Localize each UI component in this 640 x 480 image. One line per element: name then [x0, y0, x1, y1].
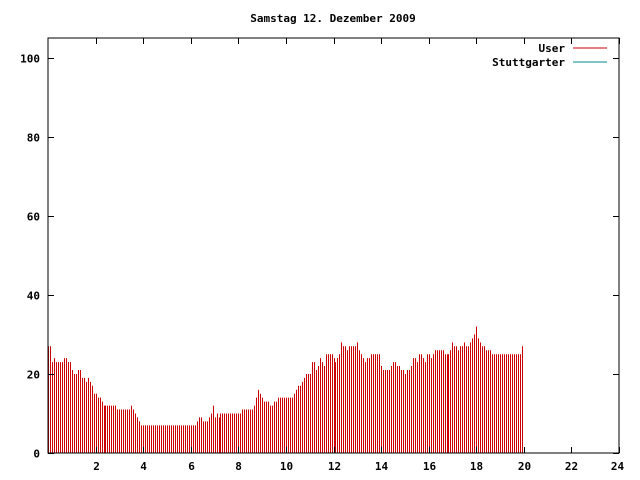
y-axis: 0 20 40 60 80 100 — [20, 53, 619, 461]
x-tick-label: 16 — [423, 460, 437, 473]
x-tick-label: 24 — [611, 460, 625, 473]
x-axis: 2 4 6 8 10 12 14 16 18 20 22 24 — [93, 38, 624, 473]
x-tick-label: 18 — [470, 460, 483, 473]
x-tick-label: 20 — [518, 460, 531, 473]
x-tick-label: 6 — [188, 460, 195, 473]
legend-label-user: User — [539, 42, 566, 55]
x-tick-label: 12 — [328, 460, 341, 473]
bars-layer — [48, 326, 523, 453]
y-tick-label: 80 — [27, 132, 40, 145]
plot-frame — [47, 37, 620, 454]
chart-title: Samstag 12. Dezember 2009 — [250, 12, 416, 25]
legend-label-stuttgarter: Stuttgarter — [492, 56, 565, 69]
legend: User Stuttgarter — [492, 42, 607, 69]
y-tick-label: 100 — [20, 53, 40, 66]
y-tick-label: 40 — [27, 290, 40, 303]
y-tick-label: 20 — [27, 369, 40, 382]
x-tick-label: 10 — [280, 460, 293, 473]
x-tick-label: 4 — [140, 460, 147, 473]
x-tick-label: 8 — [235, 460, 242, 473]
y-tick-label: 0 — [33, 448, 40, 461]
x-tick-label: 14 — [375, 460, 389, 473]
y-tick-label: 60 — [27, 211, 40, 224]
x-tick-label: 2 — [93, 460, 100, 473]
x-tick-label: 22 — [565, 460, 578, 473]
